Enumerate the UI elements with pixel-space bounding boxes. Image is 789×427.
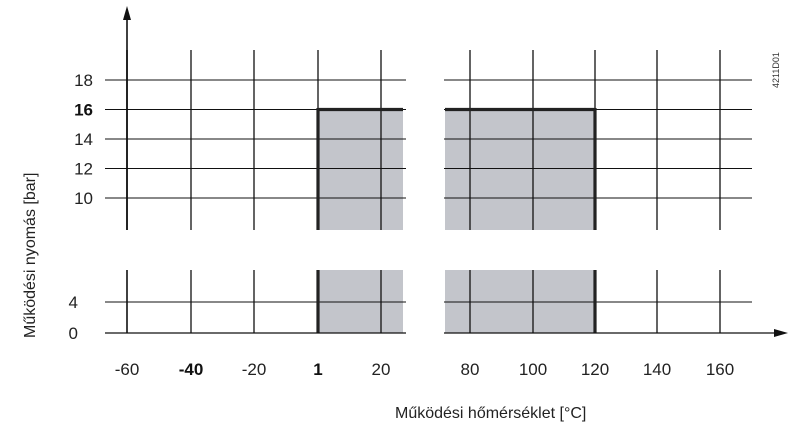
x-tick-label: 20 [372,360,391,379]
y-tick-label: 18 [74,71,93,90]
x-tick-label: -20 [242,360,267,379]
grid [105,50,752,333]
y-tick-label: 10 [74,189,93,208]
y-tick-label: 12 [74,160,93,179]
x-tick-label: 140 [643,360,671,379]
x-tick-label: 120 [581,360,609,379]
y-tick-label: 14 [74,130,93,149]
x-tick-label: 160 [706,360,734,379]
operating-region-area [318,109,403,230]
x-tick-label: -40 [179,360,204,379]
axes [105,6,788,337]
y-tick-label: 16 [74,101,93,120]
x-axis-label: Működési hőmérséklet [°C] [395,405,586,422]
y-axis-arrow [123,6,131,20]
operating-region [316,107,597,333]
y-tick-label: 4 [69,293,78,312]
x-tick-label: 100 [519,360,547,379]
x-axis-arrow [774,329,788,337]
figure-code: 4211D01 [771,52,781,88]
y-tick-label: 0 [69,324,78,343]
x-tick-label: -60 [115,360,140,379]
operating-region-area [445,109,595,230]
y-axis-label: Működési nyomás [bar] [22,173,39,338]
x-tick-label: 80 [461,360,480,379]
x-tick-label: 1 [313,360,322,379]
